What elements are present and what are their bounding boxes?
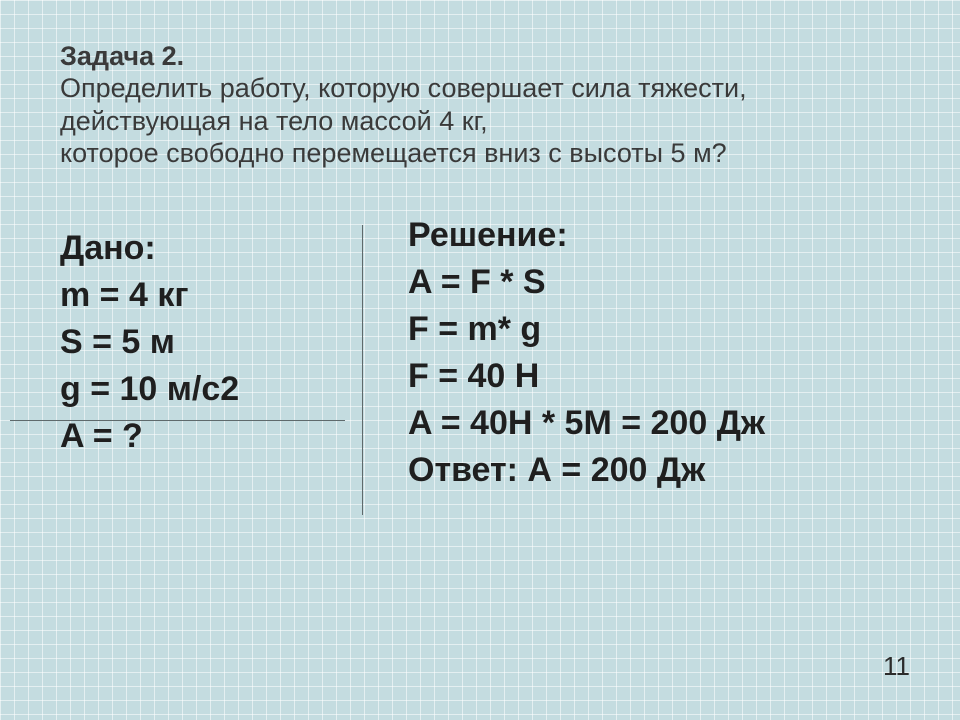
problem-title: Задача 2. bbox=[60, 41, 184, 71]
page-number: 11 bbox=[883, 651, 910, 682]
solution-line: A = F * S bbox=[408, 259, 765, 306]
given-line: S = 5 м bbox=[60, 319, 239, 366]
problem-line: действующая на тело массой 4 кг, bbox=[60, 106, 488, 136]
problem-statement: Задача 2. Определить работу, которую сов… bbox=[60, 40, 900, 170]
solution-line: F = 40 Н bbox=[408, 353, 765, 400]
solution-heading: Решение: bbox=[408, 212, 765, 259]
problem-line: Определить работу, которую совершает сил… bbox=[60, 73, 747, 103]
solution-line: A = 40Н * 5М = 200 Дж bbox=[408, 400, 765, 447]
given-line: g = 10 м/с2 bbox=[60, 366, 239, 413]
given-block: Дано: m = 4 кг S = 5 м g = 10 м/с2 A = ? bbox=[60, 225, 239, 460]
problem-line: которое свободно перемещается вниз с выс… bbox=[60, 138, 727, 168]
solution-line: F = m* g bbox=[408, 306, 765, 353]
vertical-divider bbox=[362, 225, 363, 515]
solution-answer: Ответ: А = 200 Дж bbox=[408, 447, 765, 494]
given-heading: Дано: bbox=[60, 225, 239, 272]
solution-block: Решение: A = F * S F = m* g F = 40 Н A =… bbox=[408, 212, 765, 493]
given-line: m = 4 кг bbox=[60, 272, 239, 319]
slide-content: Задача 2. Определить работу, которую сов… bbox=[0, 0, 960, 720]
horizontal-divider bbox=[10, 420, 345, 421]
